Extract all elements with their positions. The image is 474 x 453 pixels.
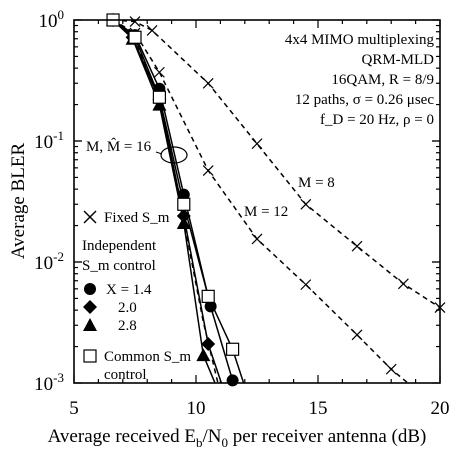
data-point-x bbox=[251, 138, 263, 150]
series-line bbox=[112, 20, 440, 309]
data-point-stroke bbox=[300, 198, 312, 210]
data-point-diamond bbox=[176, 208, 191, 223]
data-point-x bbox=[300, 198, 312, 210]
x-tick-label: 20 bbox=[431, 398, 450, 419]
data-point-stroke bbox=[351, 240, 363, 252]
y-tick-label: 10-2 bbox=[34, 249, 64, 274]
y-tick-label: 10-1 bbox=[34, 128, 64, 153]
legend-x28: 2.8 bbox=[118, 318, 137, 334]
x-tick-label: 10 bbox=[187, 398, 206, 419]
plot-frame bbox=[73, 19, 441, 384]
legend-square-icon bbox=[83, 349, 97, 363]
data-point-circle bbox=[226, 374, 239, 387]
y-axis-title: Average BLER bbox=[8, 143, 29, 260]
annotation-leader bbox=[155, 151, 163, 155]
data-point-stroke bbox=[385, 363, 397, 375]
data-point-x bbox=[251, 233, 263, 245]
data-point-circle bbox=[204, 300, 217, 313]
data-point-square bbox=[152, 90, 166, 104]
data-point-stroke bbox=[300, 279, 312, 291]
legend: Fixed S_m Independent S_m control X = 1.… bbox=[82, 210, 191, 383]
data-point-square bbox=[226, 342, 240, 356]
data-point-x bbox=[129, 16, 141, 28]
data-point-x bbox=[351, 240, 363, 252]
legend-x20: 2.0 bbox=[118, 300, 137, 316]
legend-x-marker-icon bbox=[83, 210, 97, 224]
legend-x14: X = 1.4 bbox=[106, 282, 152, 298]
tick-layer bbox=[73, 19, 441, 384]
info-line: QRM-MLD bbox=[361, 52, 434, 68]
data-point-x bbox=[300, 279, 312, 291]
y-tick-label: 10-3 bbox=[34, 370, 64, 395]
data-point-x bbox=[202, 165, 214, 176]
annotation-m16: M, M̂ = 16 bbox=[86, 138, 152, 155]
data-point-stroke bbox=[251, 138, 263, 150]
data-point-x bbox=[202, 77, 214, 89]
data-point-triangle bbox=[176, 216, 191, 230]
annotation-m8: M = 8 bbox=[298, 175, 335, 191]
data-point-stroke bbox=[146, 25, 158, 36]
data-point-square bbox=[128, 30, 142, 44]
data-point-x bbox=[351, 329, 363, 341]
y-tick-label: 100 bbox=[39, 7, 65, 32]
info-line: 12 paths, σ = 0.26 μsec bbox=[295, 92, 434, 108]
data-point-stroke bbox=[202, 77, 214, 89]
series-line bbox=[112, 20, 219, 383]
data-point-stroke bbox=[153, 66, 165, 78]
data-point-stroke bbox=[397, 278, 409, 290]
x-tick-label: 15 bbox=[309, 398, 328, 419]
x-axis-title: Average received Eb/N0 per receiver ante… bbox=[48, 426, 427, 450]
info-line: f_D = 20 Hz, ρ = 0 bbox=[320, 112, 434, 128]
legend-independent-1: Independent bbox=[82, 238, 157, 254]
x-tick-label: 5 bbox=[69, 398, 79, 419]
legend-diamond-icon bbox=[83, 300, 97, 314]
legend-fixed: Fixed S_m bbox=[104, 210, 170, 226]
data-point-stroke bbox=[251, 233, 263, 245]
legend-triangle-icon bbox=[83, 318, 97, 331]
data-point-x bbox=[385, 363, 397, 375]
legend-common-1: Common S_m bbox=[104, 349, 191, 365]
data-point-stroke bbox=[351, 329, 363, 341]
data-point-square bbox=[177, 197, 191, 211]
legend-common-2: control bbox=[104, 367, 147, 383]
info-line: 4x4 MIMO multiplexing bbox=[285, 32, 435, 48]
legend-independent-2: S_m control bbox=[82, 258, 156, 274]
data-point-triangle bbox=[196, 348, 211, 362]
marker-layer bbox=[106, 13, 446, 387]
data-point-triangle bbox=[152, 97, 167, 111]
legend-circle-icon bbox=[84, 283, 96, 295]
data-point-stroke bbox=[129, 16, 141, 28]
annotation-ellipse bbox=[160, 146, 188, 164]
data-point-diamond bbox=[201, 337, 216, 352]
annotation-m12: M = 12 bbox=[244, 204, 288, 220]
data-point-square bbox=[201, 289, 215, 303]
info-line: 16QAM, R = 8/9 bbox=[331, 72, 434, 88]
data-point-x bbox=[146, 25, 158, 36]
data-point-stroke bbox=[202, 165, 214, 176]
data-point-x bbox=[397, 278, 409, 290]
data-point-x bbox=[153, 66, 165, 78]
